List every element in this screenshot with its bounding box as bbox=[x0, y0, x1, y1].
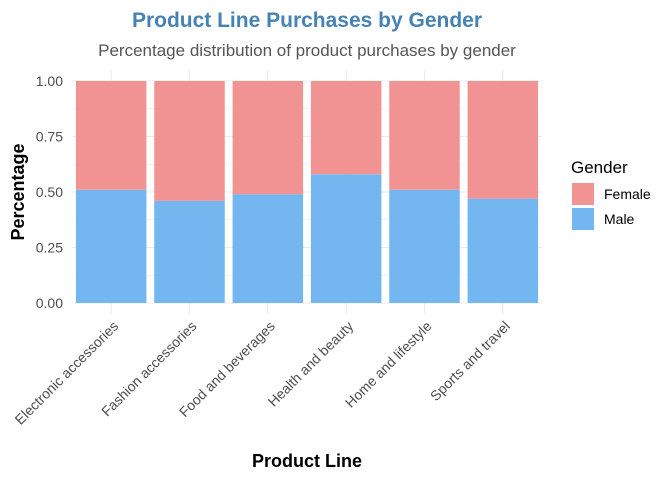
legend-title: Gender bbox=[571, 158, 628, 177]
y-axis-title: Percentage bbox=[8, 143, 28, 240]
legend-swatch-male bbox=[572, 208, 594, 230]
x-tick-label: Health and beauty bbox=[265, 318, 357, 410]
bar-female-health-and-beauty bbox=[310, 81, 382, 175]
bars bbox=[75, 81, 539, 303]
bar-female-fashion-accessories bbox=[154, 81, 225, 201]
bar-male-sports-and-travel bbox=[467, 198, 539, 303]
y-tick-label: 0.50 bbox=[36, 184, 63, 200]
legend-label-female: Female bbox=[604, 186, 651, 202]
x-tick-label: Home and lifestyle bbox=[342, 318, 435, 411]
chart-title: Product Line Purchases by Gender bbox=[132, 9, 482, 32]
bar-male-fashion-accessories bbox=[154, 200, 225, 303]
x-tick-label: Sports and travel bbox=[427, 318, 513, 404]
bar-male-home-and-lifestyle bbox=[389, 189, 460, 303]
legend-label-male: Male bbox=[604, 211, 635, 227]
legend: Gender Female Male bbox=[571, 158, 651, 230]
bar-male-food-and-beverages bbox=[232, 194, 304, 303]
bar-female-food-and-beverages bbox=[232, 81, 304, 195]
bar-female-sports-and-travel bbox=[467, 81, 539, 199]
chart-subtitle: Percentage distribution of product purch… bbox=[98, 41, 516, 60]
bar-female-home-and-lifestyle bbox=[389, 81, 460, 190]
y-tick-label: 1.00 bbox=[36, 73, 63, 89]
bar-female-electronic-accessories bbox=[75, 81, 147, 190]
x-axis-title: Product Line bbox=[252, 451, 362, 471]
y-tick-label: 0.00 bbox=[36, 295, 63, 311]
y-tick-label: 0.75 bbox=[36, 129, 63, 145]
bar-male-health-and-beauty bbox=[310, 174, 382, 303]
bar-male-electronic-accessories bbox=[75, 189, 147, 303]
legend-swatch-female bbox=[572, 183, 594, 205]
y-axis-ticks: 0.00 0.25 0.50 0.75 1.00 bbox=[36, 73, 63, 311]
y-tick-label: 0.25 bbox=[36, 240, 63, 256]
